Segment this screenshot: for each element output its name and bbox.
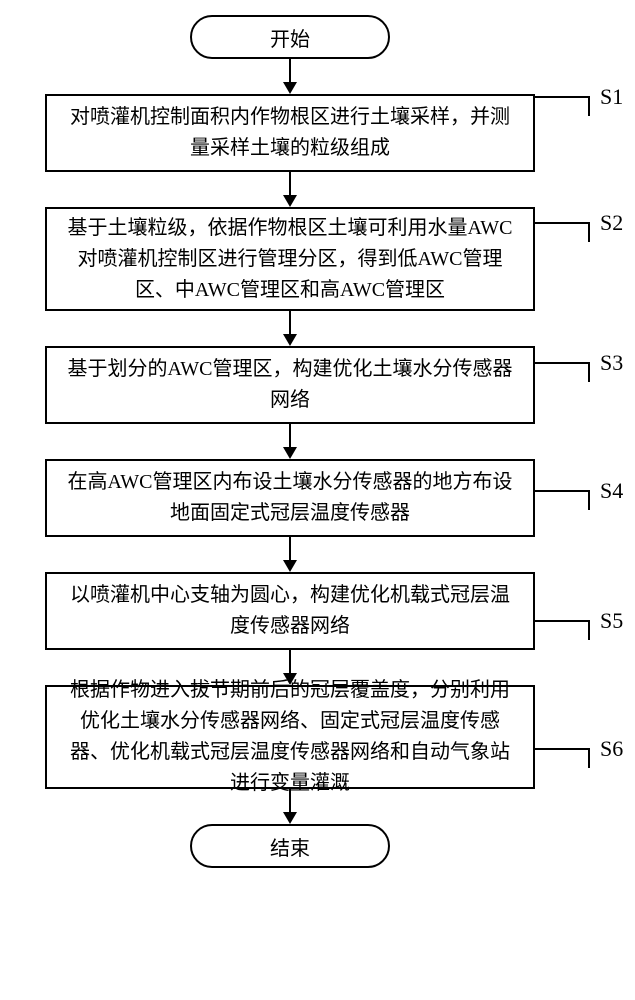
arrow — [289, 537, 291, 572]
arrow — [289, 311, 291, 346]
label-connector-s1 — [535, 96, 590, 116]
label-s4: S4 — [600, 478, 623, 504]
arrow — [289, 650, 291, 685]
end-terminal: 结束 — [190, 824, 390, 868]
label-connector-s3 — [535, 362, 590, 382]
step-s1: 对喷灌机控制面积内作物根区进行土壤采样，并测量采样土壤的粒级组成 — [45, 94, 535, 172]
arrow — [289, 172, 291, 207]
label-connector-s4 — [535, 490, 590, 510]
step-text: 以喷灌机中心支轴为圆心，构建优化机载式冠层温度传感器网络 — [61, 580, 519, 642]
arrow — [289, 59, 291, 94]
start-terminal: 开始 — [190, 15, 390, 59]
label-connector-s6 — [535, 748, 590, 768]
step-text: 根据作物进入拔节期前后的冠层覆盖度，分别利用优化土壤水分传感器网络、固定式冠层温… — [61, 675, 519, 799]
arrow — [289, 789, 291, 824]
step-text: 基于划分的AWC管理区，构建优化土壤水分传感器网络 — [61, 354, 519, 416]
step-text: 基于土壤粒级，依据作物根区土壤可利用水量AWC对喷灌机控制区进行管理分区，得到低… — [61, 213, 519, 306]
step-s2: 基于土壤粒级，依据作物根区土壤可利用水量AWC对喷灌机控制区进行管理分区，得到低… — [45, 207, 535, 311]
step-text: 对喷灌机控制面积内作物根区进行土壤采样，并测量采样土壤的粒级组成 — [61, 102, 519, 164]
label-s3: S3 — [600, 350, 623, 376]
step-s5: 以喷灌机中心支轴为圆心，构建优化机载式冠层温度传感器网络 — [45, 572, 535, 650]
start-label: 开始 — [270, 23, 310, 52]
step-s6: 根据作物进入拔节期前后的冠层覆盖度，分别利用优化土壤水分传感器网络、固定式冠层温… — [45, 685, 535, 789]
flowchart: 开始 对喷灌机控制面积内作物根区进行土壤采样，并测量采样土壤的粒级组成 基于土壤… — [45, 15, 535, 868]
label-s5: S5 — [600, 608, 623, 634]
label-connector-s5 — [535, 620, 590, 640]
label-s1: S1 — [600, 84, 623, 110]
end-label: 结束 — [270, 832, 310, 861]
step-s4: 在高AWC管理区内布设土壤水分传感器的地方布设地面固定式冠层温度传感器 — [45, 459, 535, 537]
label-s6: S6 — [600, 736, 623, 762]
arrow — [289, 424, 291, 459]
step-s3: 基于划分的AWC管理区，构建优化土壤水分传感器网络 — [45, 346, 535, 424]
label-s2: S2 — [600, 210, 623, 236]
step-text: 在高AWC管理区内布设土壤水分传感器的地方布设地面固定式冠层温度传感器 — [61, 467, 519, 529]
label-connector-s2 — [535, 222, 590, 242]
